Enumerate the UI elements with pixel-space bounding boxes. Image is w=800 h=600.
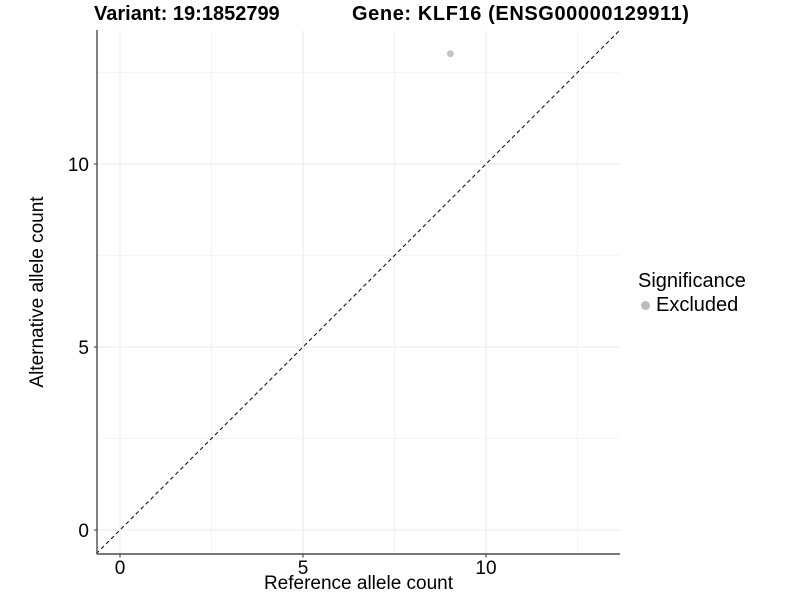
svg-text:0: 0	[78, 521, 89, 542]
svg-text:10: 10	[68, 155, 89, 176]
svg-text:0: 0	[115, 558, 126, 579]
svg-text:10: 10	[475, 558, 496, 579]
svg-text:5: 5	[298, 558, 309, 579]
svg-text:5: 5	[78, 338, 89, 359]
